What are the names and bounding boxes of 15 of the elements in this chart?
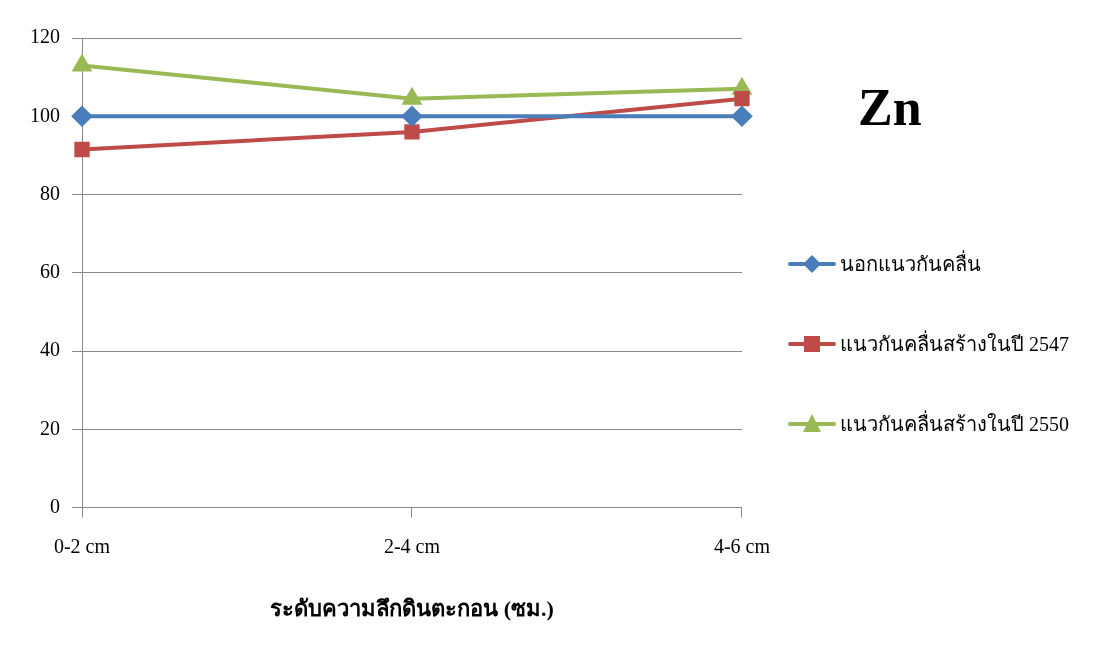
y-tick-label: 120: [30, 25, 60, 48]
y-tick-label: 0: [50, 494, 60, 517]
x-tick-label: 2-4 cm: [383, 534, 441, 557]
x-axis-title: ระดับความลึกดินตะกอน (ซม.): [270, 596, 554, 622]
x-tick-label: 4-6 cm: [713, 534, 771, 557]
y-tick-label: 100: [30, 103, 60, 126]
y-tick-label: 40: [40, 338, 60, 361]
y-tick-label: 60: [40, 260, 60, 283]
y-tick-label: 20: [40, 416, 60, 439]
legend-label: นอกแนวกันคลื่น: [840, 249, 981, 277]
x-tick-label: 0-2 cm: [53, 534, 111, 557]
y-tick-label: 80: [40, 181, 60, 204]
legend-label: แนวกันคลื่นสร้างในปี 2550: [840, 409, 1069, 437]
legend-label: แนวกันคลื่นสร้างในปี 2547: [840, 329, 1069, 357]
text: Zn: [858, 78, 922, 137]
